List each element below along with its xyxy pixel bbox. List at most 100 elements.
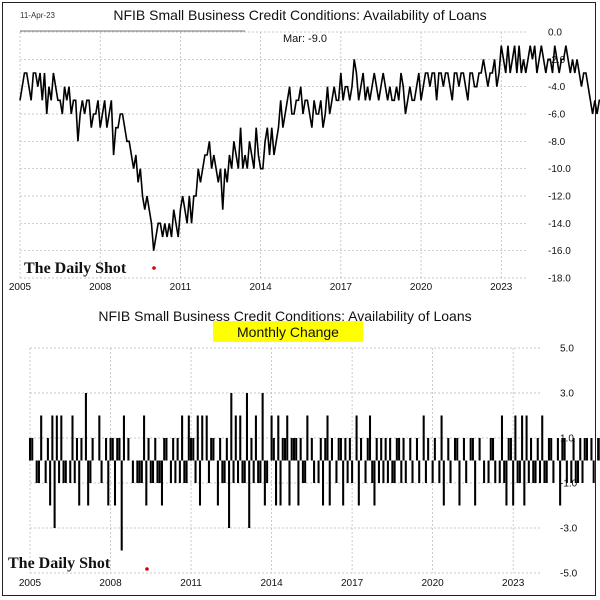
top-chart-annotation: Mar: -9.0: [283, 33, 327, 45]
bar-mark: [73, 460, 76, 483]
bar-mark: [395, 438, 398, 461]
bar-mark: [563, 438, 566, 461]
top-x-tick-label: 2014: [250, 282, 273, 293]
bar-mark: [326, 415, 329, 461]
bar-mark: [585, 438, 588, 461]
bar-mark: [398, 438, 401, 461]
bar-mark: [433, 438, 436, 461]
bar-mark: [279, 460, 282, 506]
bar-mark: [498, 460, 501, 483]
bottom-x-tick-label: 2005: [19, 578, 42, 589]
bar-mark: [574, 460, 577, 483]
bar-mark: [205, 415, 208, 461]
bottom-x-tick-label: 2020: [422, 578, 445, 589]
bottom-chart-bars: [28, 393, 600, 551]
bar-mark: [360, 438, 363, 461]
top-y-tick-label: -6.0: [548, 110, 566, 121]
bar-mark: [514, 415, 517, 461]
bar-mark: [415, 438, 418, 461]
bar-mark: [295, 438, 298, 461]
bar-mark: [64, 460, 67, 483]
bar-mark: [404, 460, 407, 483]
bar-mark: [272, 438, 275, 461]
bar-mark: [250, 438, 253, 461]
bar-mark: [579, 438, 582, 461]
bar-mark: [355, 415, 358, 461]
top-y-tick-label: -10.0: [548, 164, 571, 175]
bar-mark: [107, 460, 110, 506]
bar-mark: [100, 460, 103, 483]
bar-mark: [109, 438, 112, 461]
bar-mark: [136, 460, 139, 483]
bar-mark: [572, 438, 575, 461]
bar-mark: [270, 415, 273, 461]
bottom-brand-dot: [145, 567, 149, 571]
bar-mark: [583, 438, 586, 461]
bar-mark: [178, 460, 181, 483]
bar-mark: [565, 460, 568, 483]
bar-mark: [192, 438, 195, 461]
bar-mark: [438, 460, 441, 483]
bar-mark: [453, 438, 457, 461]
bottom-chart-title: NFIB Small Business Credit Conditions: A…: [98, 308, 471, 324]
bar-mark: [478, 438, 481, 461]
bar-mark: [518, 460, 521, 483]
bar-mark: [71, 415, 74, 461]
bar-mark: [521, 415, 524, 461]
bar-mark: [105, 438, 108, 461]
top-y-tick-label: -16.0: [548, 246, 571, 257]
bar-mark: [577, 460, 580, 483]
bottom-y-tick-label: 3.0: [560, 389, 574, 400]
top-chart-title: NFIB Small Business Credit Conditions: A…: [113, 7, 486, 23]
bar-mark: [386, 460, 389, 483]
bar-mark: [402, 438, 405, 461]
top-brand-dot: [152, 266, 156, 270]
bar-mark: [194, 460, 197, 483]
bar-mark: [40, 415, 43, 461]
bar-mark: [418, 460, 421, 483]
bar-mark: [465, 460, 468, 483]
bar-mark: [37, 460, 40, 483]
bar-mark: [507, 438, 510, 461]
top-x-tick-label: 2008: [89, 282, 112, 293]
bar-mark: [440, 415, 443, 461]
bar-mark: [165, 438, 168, 461]
bar-mark: [400, 460, 403, 483]
bar-mark: [207, 460, 210, 483]
bar-mark: [44, 460, 47, 483]
bottom-x-tick-label: 2023: [502, 578, 525, 589]
bar-mark: [163, 438, 166, 461]
date-stamp: 11-Apr-23: [20, 11, 56, 20]
bottom-chart-y-axis: 5.0 3.0 1.0 -1.0 -3.0 -5.0: [560, 344, 578, 580]
bar-mark: [263, 460, 266, 506]
bar-mark: [55, 415, 58, 461]
bar-mark: [51, 415, 54, 461]
bar-mark: [462, 438, 465, 461]
bar-mark: [292, 438, 295, 461]
bar-mark: [28, 438, 32, 461]
bottom-y-tick-label: -1.0: [560, 479, 578, 490]
bar-mark: [503, 460, 506, 483]
bar-mark: [322, 460, 325, 506]
bar-mark: [46, 438, 49, 461]
bar-mark: [221, 460, 224, 483]
bar-mark: [559, 460, 562, 506]
bar-mark: [534, 460, 537, 483]
bar-mark: [299, 438, 302, 461]
bar-mark: [541, 415, 544, 461]
bar-mark: [536, 438, 539, 461]
bar-mark: [232, 460, 235, 483]
bar-mark: [196, 415, 199, 461]
bar-mark: [140, 460, 143, 483]
bar-mark: [389, 438, 392, 461]
bar-mark: [219, 438, 222, 461]
bar-mark: [145, 460, 148, 506]
bar-mark: [75, 438, 78, 461]
bar-mark: [313, 460, 316, 483]
bar-mark: [201, 415, 204, 461]
bar-mark: [181, 415, 184, 461]
top-chart-x-axis: 2005 2008 2011 2014 2017 2020 2023: [9, 282, 513, 293]
bar-mark: [237, 460, 240, 483]
